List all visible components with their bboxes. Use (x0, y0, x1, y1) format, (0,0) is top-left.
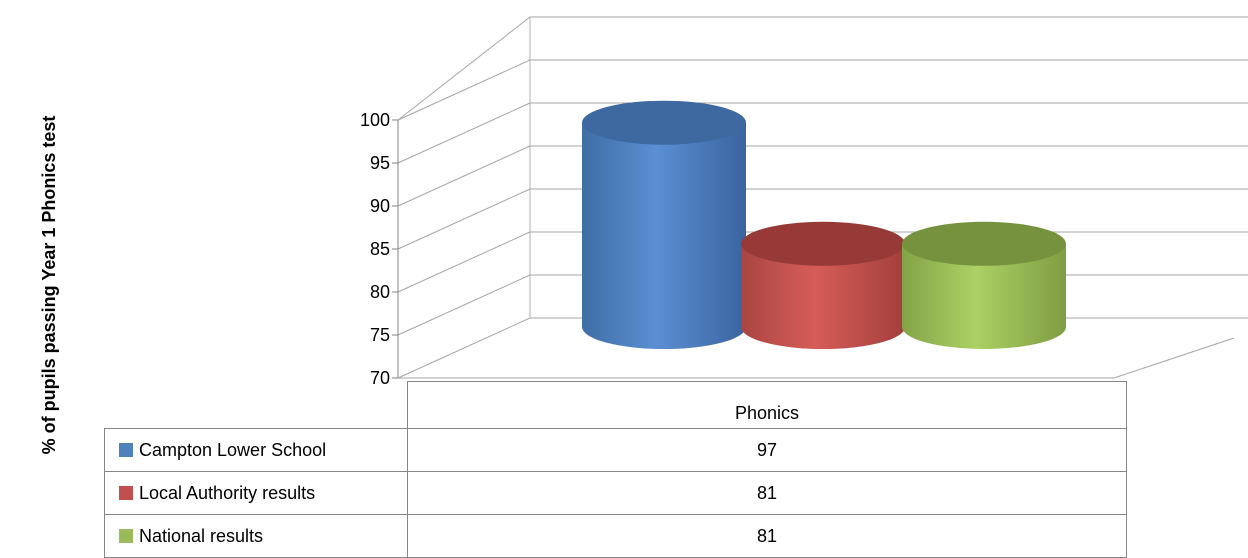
series-name: Campton Lower School (139, 439, 327, 460)
gridline-side (397, 145, 531, 207)
legend-entry-national: National results (104, 514, 408, 558)
bar-local-authority-results (741, 221, 905, 349)
chart-bars (582, 100, 1066, 349)
category-label: Phonics (407, 381, 1127, 429)
bar-campton-lower-school (582, 100, 746, 349)
bar-top (582, 100, 746, 145)
y-tick-label: 100 (360, 110, 390, 130)
bar-body (582, 122, 746, 349)
gridline-side (397, 317, 531, 379)
table-row: National results 81 (104, 514, 1127, 558)
gridline-side (397, 188, 531, 250)
y-tick-label: 90 (370, 196, 390, 216)
bar-top (902, 221, 1066, 266)
y-tick-label: 75 (370, 325, 390, 345)
legend-entry-local-authority: Local Authority results (104, 471, 408, 515)
data-value-campton: 97 (407, 428, 1127, 472)
series-name: Local Authority results (139, 482, 316, 503)
legend-swatch-local-authority (119, 485, 133, 500)
table-corner (104, 381, 408, 429)
bar-top (741, 221, 905, 266)
y-tick-label: 95 (370, 153, 390, 173)
data-value-national: 81 (407, 514, 1127, 558)
legend-swatch-national (119, 528, 133, 543)
y-axis-label: % of pupils passing Year 1 Phonics test (39, 116, 59, 455)
bar-national-results (902, 221, 1066, 349)
data-table: Phonics Campton Lower School 97 Local Au… (104, 381, 1127, 558)
table-row: Campton Lower School 97 (104, 428, 1127, 472)
gridline-side (397, 102, 531, 164)
legend-entry-campton: Campton Lower School (104, 428, 408, 472)
chart-floor (398, 337, 1235, 379)
gridline-side (397, 231, 531, 293)
table-row: Local Authority results 81 (104, 471, 1127, 515)
table-header-row: Phonics (104, 381, 1127, 429)
series-name: National results (139, 525, 264, 546)
gridline-side (397, 59, 531, 121)
data-value-local-authority: 81 (407, 471, 1127, 515)
gridline-side (397, 274, 531, 336)
legend-swatch-campton (119, 442, 133, 457)
bar-body (902, 243, 1066, 349)
y-tick-label: 85 (370, 239, 390, 259)
y-tick-label: 80 (370, 282, 390, 302)
bar-body (741, 243, 905, 349)
gridline-side (397, 16, 531, 121)
